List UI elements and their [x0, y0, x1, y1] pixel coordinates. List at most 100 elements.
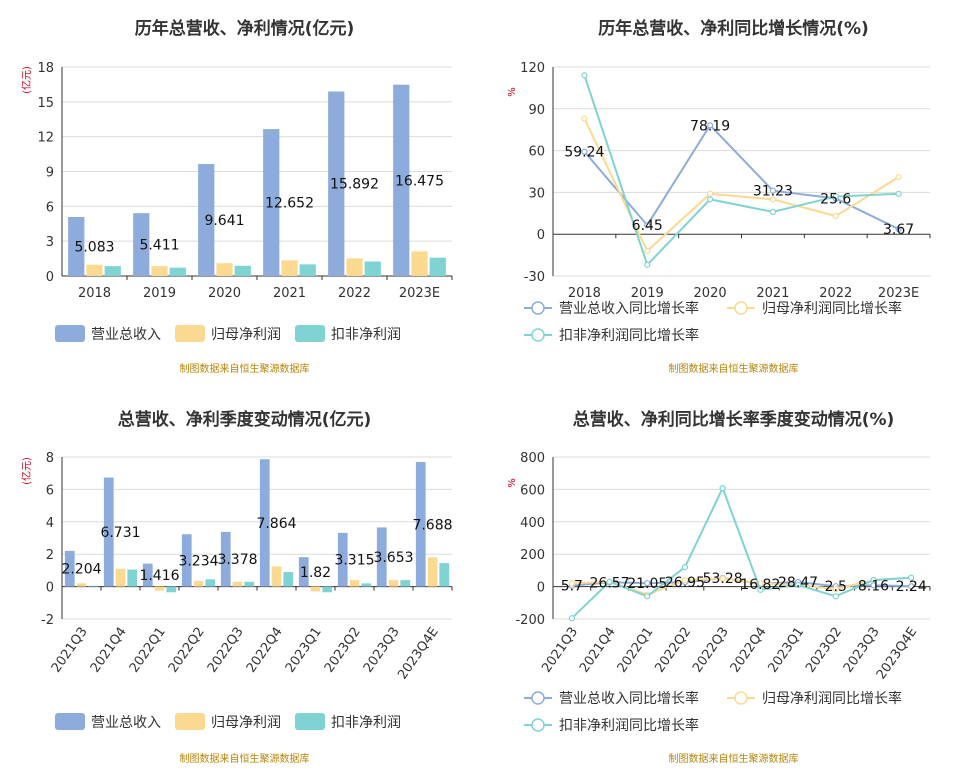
x-tick-label: 2018: [568, 286, 601, 301]
y-tick-label: 15: [37, 96, 54, 111]
x-tick-label: 2019: [631, 286, 664, 301]
y-tick-label: 0: [46, 270, 54, 285]
y-tick-label: 4: [46, 516, 54, 531]
bar-deducted-profit: [429, 257, 446, 276]
data-label: 25.6: [820, 192, 851, 208]
legend-parent-profit-marker: [734, 301, 748, 315]
bar-deducted-profit: [166, 586, 177, 593]
data-label: 3.378: [217, 552, 257, 568]
x-tick-label: 2023Q2: [803, 625, 845, 676]
legend-deducted-profit-swatch: [295, 713, 325, 730]
legend-revenue-label: 营业总收入同比增长率: [559, 300, 699, 317]
bar-revenue: [263, 129, 280, 276]
data-label: 12.652: [265, 196, 314, 212]
bar-parent-profit: [76, 583, 87, 587]
data-point: [719, 575, 726, 582]
y-tick-label: 0: [46, 581, 54, 596]
data-point: [706, 190, 714, 197]
data-label: 26.57: [590, 575, 630, 591]
legend-revenue-label: 营业总收入同比增长率: [559, 690, 699, 707]
bar-parent-profit: [271, 566, 282, 587]
x-tick-label: 2022Q1: [615, 625, 657, 676]
bar-parent-profit: [349, 580, 360, 587]
x-tick-label: 2023Q1: [283, 625, 325, 676]
bar-parent-profit: [232, 581, 243, 587]
bar-revenue: [64, 550, 75, 587]
legend-revenue-label: 营业总收入: [91, 715, 161, 731]
legend-deducted-profit-label: 扣非净利润: [331, 327, 401, 343]
panel-annual-revenue: 历年总营收、净利情况(亿元) (亿元) 0 3 6 9 12 15 18 2018 2019 202…: [0, 0, 489, 391]
y-tick-label: 6: [46, 200, 54, 215]
data-label: 53.28: [703, 571, 743, 587]
y-tick-label: 12: [37, 131, 54, 146]
panel-quarterly-growth: 总营收、净利同比增长率季度变动情况(%) % -200 0 200 400 600 800 2…: [489, 391, 978, 782]
x-tick-label: 2021: [273, 286, 306, 301]
data-label: 78.19: [690, 118, 730, 134]
x-tick-label: 2022Q4: [244, 625, 286, 676]
data-point: [794, 581, 802, 589]
chart-title: 总营收、净利季度变动情况(亿元): [117, 410, 372, 430]
legend-deducted-profit-swatch: [295, 325, 325, 342]
data-label: 7.864: [256, 516, 296, 532]
y-tick-label: 60: [528, 145, 545, 160]
y-unit-label: (亿元): [20, 66, 33, 94]
x-tick-label: 2019: [143, 286, 176, 301]
x-tick-label: 2023Q3: [361, 625, 403, 676]
legend-parent-profit-marker: [734, 691, 748, 705]
bar-parent-profit: [86, 264, 103, 276]
y-tick-label: -2: [41, 613, 54, 628]
bar-parent-profit: [115, 568, 126, 587]
legend-parent-profit-swatch: [175, 325, 205, 342]
y-tick-label: 120: [520, 61, 545, 76]
data-label: 3.653: [373, 550, 413, 566]
data-label: 59.24: [564, 145, 604, 161]
data-point: [895, 190, 902, 197]
legend-revenue-marker: [531, 691, 545, 705]
chart-quarterly-growth: %-20002004006008002021Q32021Q42022Q12022…: [507, 451, 931, 734]
data-point: [581, 115, 588, 122]
y-tick-label: 9: [46, 166, 54, 181]
bar-revenue: [181, 534, 192, 587]
data-point: [644, 261, 651, 268]
bar-revenue: [393, 84, 410, 277]
data-point: [908, 583, 915, 590]
data-point: [769, 208, 777, 216]
bar-deducted-profit: [364, 261, 381, 276]
y-tick-label: 600: [520, 483, 545, 498]
y-unit-label: %: [507, 478, 518, 488]
data-point: [681, 577, 689, 584]
bar-parent-profit: [151, 266, 168, 276]
data-label: 6.731: [100, 525, 140, 541]
chart-quarterly-revenue: (亿元)-2024682021Q32021Q42022Q12022Q22022Q…: [20, 451, 453, 731]
legend-parent-profit-swatch: [175, 713, 205, 730]
data-label: 21.05: [627, 576, 667, 592]
x-tick-label: 2021Q3: [49, 625, 91, 676]
data-label: 5.7: [561, 579, 583, 595]
data-label: 2.5: [825, 579, 847, 595]
data-label: 2.24: [896, 579, 927, 595]
y-tick-label: 200: [520, 548, 545, 563]
bar-deducted-profit: [322, 586, 333, 593]
data-point: [832, 593, 839, 600]
x-tick-label: 2022: [819, 286, 852, 301]
bar-deducted-profit: [299, 264, 316, 276]
x-tick-label: 2023E: [399, 286, 440, 301]
data-source-note: 制图数据来自恒生聚源数据库: [179, 364, 310, 375]
bar-deducted-profit: [244, 581, 255, 587]
bar-deducted-profit: [104, 266, 121, 276]
bar-parent-profit: [310, 586, 321, 592]
legend-revenue-swatch: [55, 713, 85, 730]
y-tick-label: 2: [46, 548, 54, 563]
data-source-note: 制图数据来自恒生聚源数据库: [668, 754, 799, 765]
bar-deducted-profit: [439, 563, 450, 587]
bar-revenue: [259, 459, 270, 587]
y-tick-label: 800: [520, 451, 545, 466]
data-point: [895, 173, 902, 181]
data-point: [908, 574, 915, 581]
x-tick-label: 2021Q4: [88, 625, 130, 676]
y-tick-label: 6: [46, 483, 54, 498]
bar-revenue: [298, 557, 309, 587]
data-point: [832, 585, 839, 593]
data-label: 9.641: [204, 213, 244, 229]
data-point: [568, 615, 575, 622]
